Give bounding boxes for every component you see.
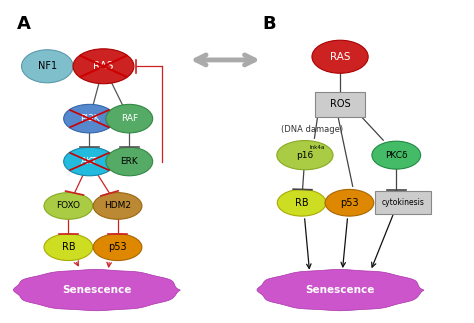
Ellipse shape (44, 234, 93, 261)
Text: p53: p53 (108, 242, 127, 252)
FancyBboxPatch shape (375, 191, 431, 214)
Text: HDM2: HDM2 (104, 202, 131, 211)
Ellipse shape (277, 141, 333, 170)
Text: B: B (263, 16, 276, 34)
Text: ERK: ERK (120, 157, 138, 166)
Text: Ink4a: Ink4a (310, 145, 325, 151)
Ellipse shape (277, 189, 326, 216)
Text: AKT: AKT (81, 157, 98, 166)
Polygon shape (13, 269, 180, 311)
Text: RAS: RAS (330, 52, 350, 62)
Ellipse shape (21, 50, 73, 83)
Ellipse shape (312, 40, 368, 73)
Text: cytokinesis: cytokinesis (382, 198, 425, 207)
Text: RAS: RAS (93, 61, 114, 71)
Ellipse shape (106, 147, 153, 176)
Ellipse shape (44, 193, 93, 219)
Text: RB: RB (62, 242, 75, 252)
Text: Senescence: Senescence (305, 285, 375, 295)
Text: ROS: ROS (330, 99, 350, 109)
Ellipse shape (64, 104, 115, 133)
Text: FOXO: FOXO (56, 202, 81, 211)
Text: A: A (17, 16, 31, 34)
Text: RAF: RAF (121, 114, 138, 123)
Ellipse shape (372, 141, 420, 169)
Ellipse shape (73, 49, 134, 84)
Text: (DNA damage): (DNA damage) (281, 125, 343, 134)
Text: NF1: NF1 (38, 61, 57, 71)
Ellipse shape (64, 147, 115, 176)
Text: Senescence: Senescence (62, 285, 131, 295)
Text: PI3K: PI3K (80, 114, 99, 123)
Text: RB: RB (295, 198, 309, 208)
Ellipse shape (93, 234, 142, 261)
Polygon shape (257, 269, 424, 311)
Ellipse shape (325, 189, 374, 216)
Text: p53: p53 (340, 198, 359, 208)
FancyBboxPatch shape (316, 92, 365, 117)
Text: p16: p16 (296, 151, 313, 160)
Text: PKCδ: PKCδ (385, 151, 408, 160)
Ellipse shape (106, 104, 153, 133)
Ellipse shape (93, 193, 142, 219)
